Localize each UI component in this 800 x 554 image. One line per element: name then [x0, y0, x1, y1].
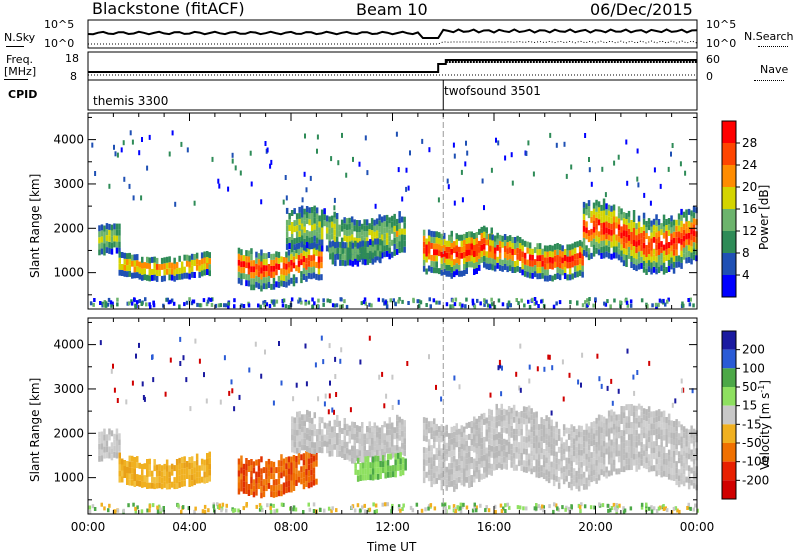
noise-sky-legend-line — [6, 46, 24, 47]
power-colorbar-tick-label: 4 — [742, 268, 750, 282]
freq-right-tick-bottom: 0 — [706, 70, 713, 83]
noise-search-label: N.Search — [744, 30, 794, 43]
x-tick-label: 12:00 — [375, 520, 410, 534]
power-colorbar-segment — [722, 187, 736, 209]
velocity-y-tick-label: 3000 — [53, 382, 84, 396]
freq-left-tick-top: 18 — [65, 52, 79, 65]
cpid-mode-2: twofsound 3501 — [444, 84, 541, 98]
power-echo-region — [98, 223, 121, 256]
velocity-colorbar-segment — [722, 461, 736, 481]
velocity-sparse-echoes — [99, 335, 694, 416]
power-echo-region — [422, 225, 496, 279]
velocity-colorbar-tick-label: -50 — [742, 436, 762, 450]
power-colorbar-tick-label: 8 — [742, 246, 750, 260]
power-y-tick-label: 1000 — [53, 266, 84, 280]
cpid-mode-1: themis 3300 — [93, 94, 169, 108]
power-y-tick-label: 2000 — [53, 221, 84, 235]
power-echo-region — [582, 198, 698, 275]
velocity-colorbar-segment — [722, 424, 736, 443]
power-echo-region — [329, 238, 382, 267]
velocity-colorbar-segment — [722, 480, 736, 499]
freq-right-tick-top: 60 — [706, 53, 720, 66]
velocity-colorbar-tick-label: -15 — [742, 417, 762, 431]
power-colorbar-tick-label: 12 — [742, 224, 757, 238]
power-colorbar-segment — [722, 121, 736, 143]
power-colorbar-segment — [722, 209, 736, 231]
noise-sky-trace — [87, 28, 698, 39]
power-sparse-echoes — [91, 130, 687, 211]
velocity-colorbar-tick-label: -200 — [742, 473, 769, 487]
power-colorbar-label: Power [dB] — [757, 184, 771, 250]
power-colorbar-segment — [722, 253, 736, 275]
date-title: 06/Dec/2015 — [590, 0, 693, 19]
x-tick-label: 04:00 — [172, 520, 207, 534]
velocity-colorbar-segment — [722, 387, 736, 406]
velocity-y-tick-label: 1000 — [53, 471, 84, 485]
nave-legend-line — [754, 80, 784, 81]
power-colorbar-tick-label: 16 — [742, 202, 757, 216]
velocity-colorbar-tick-label: 200 — [742, 343, 765, 357]
noise-search-legend-line — [758, 46, 788, 47]
noise-left-tick-top: 10^5 — [44, 18, 75, 31]
velocity-echo-region — [291, 409, 406, 465]
velocity-colorbar-frame — [721, 330, 737, 500]
power-colorbar-tick-label: 20 — [742, 180, 757, 194]
x-tick-label: 00:00 — [680, 520, 715, 534]
x-tick-label: 00:00 — [71, 520, 106, 534]
velocity-echo-region — [237, 448, 318, 499]
velocity-colorbar-tick-label: 15 — [742, 399, 757, 413]
power-colorbar-segment — [722, 275, 736, 297]
power-colorbar-segment — [722, 143, 736, 165]
power-y-tick-label: 3000 — [53, 177, 84, 191]
noise-right-tick-top: 10^5 — [706, 18, 737, 31]
velocity-y-axis-label: Slant Range [km] — [28, 377, 42, 482]
noise-sky-label: N.Sky — [4, 31, 36, 44]
cpid-panel-frame — [87, 79, 698, 111]
freq-panel-frame — [87, 51, 698, 81]
power-colorbar-segment — [722, 231, 736, 253]
station-title: Blackstone (fitACF) — [92, 0, 245, 18]
velocity-colorbar-segment — [722, 405, 736, 425]
velocity-colorbar-segment — [722, 331, 736, 350]
velocity-echo-region — [422, 403, 698, 492]
power-y-axis-label: Slant Range [km] — [28, 173, 42, 278]
x-tick-label: 20:00 — [578, 520, 613, 534]
freq-label: Freq. — [6, 53, 34, 66]
power-colorbar-segment — [722, 165, 736, 187]
beam-title: Beam 10 — [356, 0, 428, 19]
velocity-echo-region — [98, 428, 121, 462]
freq-trace — [88, 59, 697, 73]
x-tick-label: 08:00 — [274, 520, 309, 534]
velocity-colorbar-segment — [722, 349, 736, 369]
power-ground-scatter — [89, 297, 695, 309]
noise-search-trace — [88, 40, 698, 45]
freq-unit-label: [MHz] — [4, 65, 37, 78]
velocity-colorbar-segment — [722, 443, 736, 462]
velocity-colorbar-tick-label: 50 — [742, 380, 757, 394]
velocity-echo-region — [354, 452, 407, 482]
noise-right-tick-bottom: 10^0 — [706, 37, 737, 50]
velocity-colorbar-label: Velocity [m s-1] — [757, 380, 772, 470]
power-echo-region — [488, 232, 584, 282]
power-echo-region — [118, 251, 211, 282]
velocity-y-tick-label: 2000 — [53, 426, 84, 440]
freq-legend-line — [4, 79, 28, 80]
cpid-label: CPID — [8, 88, 38, 101]
nave-label: Nave — [760, 63, 789, 76]
x-axis-label: Time UT — [367, 540, 417, 554]
velocity-colorbar-segment — [722, 368, 736, 387]
power-echo-region — [285, 205, 406, 263]
power-colorbar-tick-label: 24 — [742, 158, 757, 172]
freq-left-tick-bottom: 8 — [70, 70, 77, 83]
noise-left-tick-bottom: 10^0 — [44, 37, 75, 50]
velocity-colorbar-tick-label: 100 — [742, 361, 765, 375]
x-tick-label: 16:00 — [477, 520, 512, 534]
velocity-y-tick-label: 4000 — [53, 338, 84, 352]
velocity-echo-region — [118, 451, 211, 490]
power-y-tick-label: 4000 — [53, 133, 84, 147]
power-colorbar-tick-label: 28 — [742, 136, 757, 150]
velocity-colorbar-tick-label: -100 — [742, 455, 769, 469]
